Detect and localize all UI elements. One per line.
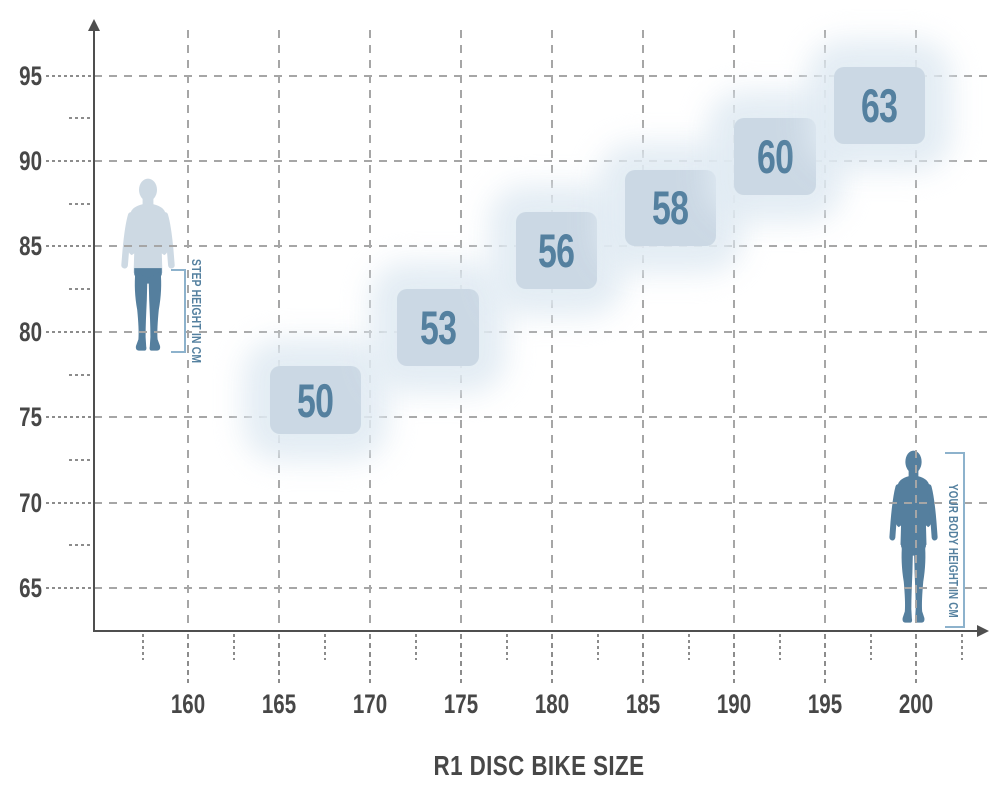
gridline-x-170 [369,30,371,631]
y-minor-tick-72.5 [69,458,93,461]
person-silhouette-body-height-icon [889,450,938,623]
x-major-tick-190 [733,634,735,683]
body-height-bracket [945,452,965,628]
frame-size-label: 50 [297,373,334,427]
gridline-x-185 [642,30,644,631]
y-tick-label-85: 85 [19,231,42,262]
step-height-bracket [171,269,186,353]
size-box-rect: 60 [734,118,816,196]
chart-title: R1 DISC BIKE SIZE [433,750,645,781]
x-tick-label-160: 160 [170,689,206,719]
x-minor-tick-177.5 [505,634,508,660]
x-minor-tick-202.5 [960,634,963,660]
gridline-x-180 [551,30,553,631]
size-box-rect: 58 [624,169,716,247]
gridline-x-195 [824,30,826,631]
size-box-53: 53 [370,262,507,393]
x-tick-label-200: 200 [898,689,934,719]
frame-size-label: 56 [538,224,575,278]
size-box-63: 63 [807,40,953,171]
step-height-axis-label: STEP HEIGHT IN CM [189,259,203,364]
x-minor-tick-192.5 [778,634,781,660]
x-tick-label-190: 190 [716,689,752,719]
size-box-56: 56 [488,185,625,317]
size-box-58: 58 [597,142,743,274]
y-tick-label-65: 65 [19,573,42,603]
y-axis-arrow-icon [88,19,100,31]
frame-size-label: 58 [652,181,689,235]
gridline-y-75 [46,416,988,419]
x-tick-label-175: 175 [443,689,479,719]
x-minor-tick-162.5 [232,634,235,660]
frame-size-label: 53 [420,301,457,355]
x-minor-tick-182.5 [596,634,599,660]
y-tick-label-75: 75 [19,402,42,433]
person-silhouette-step-height-icon [121,178,175,351]
size-box-rect: 56 [515,212,598,290]
figure-legs [134,268,162,351]
figure-upper-body [121,178,175,273]
x-axis-arrow-icon [977,625,989,637]
gridline-y-70 [46,501,988,504]
y-tick-label-95: 95 [19,60,42,91]
frame-size-label: 60 [756,130,794,184]
y-tick-label-70: 70 [19,487,42,518]
x-tick-label-195: 195 [807,689,843,719]
x-tick-label-170: 170 [352,689,388,719]
x-major-tick-165 [278,634,280,683]
body-height-axis-label: YOUR BODY HEIGHT IN CM [946,484,960,618]
x-major-tick-160 [187,634,189,683]
x-minor-tick-172.5 [414,634,417,660]
gridline-x-190 [733,30,735,631]
x-minor-tick-167.5 [323,634,326,660]
gridline-x-160 [187,30,189,631]
y-tick-label-90: 90 [19,146,42,176]
size-box-rect: 50 [269,365,361,435]
figure-upper-body [889,450,938,545]
gridline-y-90 [46,160,988,162]
y-axis-line [93,28,95,632]
figure-legs [901,540,926,623]
frame-size-label: 63 [861,78,898,132]
y-minor-tick-82.5 [69,288,93,291]
x-tick-label-180: 180 [534,689,570,719]
gridline-x-200 [915,30,917,631]
y-minor-tick-67.5 [69,544,93,547]
x-major-tick-195 [824,634,826,683]
x-major-tick-170 [369,634,371,683]
x-major-tick-185 [642,634,644,683]
gridline-y-80 [46,330,988,333]
x-tick-label-185: 185 [625,689,661,719]
x-minor-tick-197.5 [869,634,872,660]
size-box-50: 50 [242,338,388,462]
y-minor-tick-87.5 [69,202,93,205]
x-tick-label-165: 165 [261,689,297,719]
x-major-tick-200 [915,634,917,683]
x-major-tick-180 [551,634,553,683]
gridline-y-95 [46,74,988,77]
y-minor-tick-92.5 [69,117,93,120]
y-tick-label-80: 80 [19,316,42,347]
x-minor-tick-157.5 [141,634,144,660]
size-box-rect: 63 [834,67,926,144]
x-major-tick-175 [460,634,462,683]
gridline-x-165 [278,30,280,631]
x-minor-tick-187.5 [687,634,690,660]
size-box-60: 60 [707,91,843,223]
size-box-rect: 53 [397,289,480,366]
x-axis-line [94,630,980,632]
gridline-y-65 [46,587,988,589]
y-minor-tick-77.5 [69,373,93,376]
